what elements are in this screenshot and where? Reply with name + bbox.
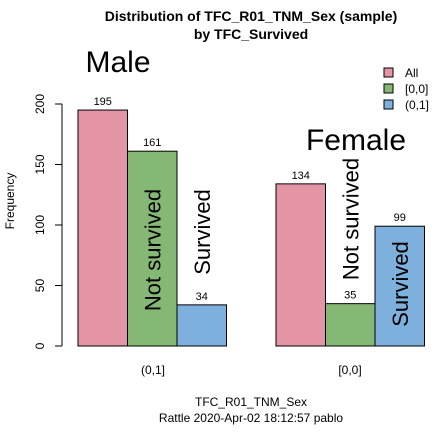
- y-tick-label: 0: [33, 342, 47, 349]
- bar: [325, 303, 376, 347]
- bar: [77, 109, 128, 347]
- bar-annotation: Survived: [388, 241, 413, 327]
- legend: All [0,0] (0,1]: [383, 66, 429, 112]
- legend-label: [0,0]: [405, 82, 428, 96]
- value-labels-group: 195 161 34 134 35 99: [94, 96, 406, 303]
- bar: [176, 304, 227, 347]
- legend-swatch: [383, 83, 394, 94]
- group-label-male: Male: [85, 46, 150, 79]
- y-axis: 0 50 100 150 200: [33, 94, 63, 349]
- bar-annotation: Not survived: [338, 158, 363, 280]
- x-tick-label: [0,0]: [338, 363, 361, 377]
- y-tick-label: 200: [33, 94, 47, 114]
- legend-swatch: [383, 67, 394, 78]
- y-axis-label: Frequency: [3, 173, 17, 230]
- x-axis-label: TFC_R01_TNM_Sex: [195, 395, 307, 409]
- group-label-female: Female: [306, 124, 406, 157]
- y-tick-label: 150: [33, 154, 47, 174]
- y-tick-label: 50: [33, 279, 47, 293]
- bar: [374, 225, 425, 347]
- bar: [275, 183, 326, 347]
- x-tick-labels: (0,1] [0,0]: [141, 363, 362, 377]
- legend-label: All: [405, 66, 418, 80]
- chart-subtitle: by TFC_Survived: [194, 26, 308, 42]
- bar-annotation: Not survived: [140, 189, 165, 311]
- bars-group: [77, 109, 425, 347]
- data-label: 34: [196, 291, 208, 303]
- x-tick-label: (0,1]: [141, 363, 165, 377]
- chart-title: Distribution of TFC_R01_TNM_Sex (sample): [105, 8, 398, 24]
- bar-annotation: Survived: [190, 189, 215, 275]
- legend-label: (0,1]: [405, 98, 429, 112]
- footer-text: Rattle 2020-Apr-02 18:12:57 pablo: [159, 411, 343, 425]
- data-label: 134: [292, 170, 310, 182]
- data-label: 161: [143, 137, 161, 149]
- bar: [127, 150, 178, 347]
- rotated-labels-group: Not survived Survived Not survived Survived: [140, 158, 413, 327]
- legend-swatch: [383, 99, 394, 110]
- data-label: 99: [394, 212, 406, 224]
- y-tick-label: 100: [33, 215, 47, 235]
- data-label: 195: [94, 96, 112, 108]
- data-label: 35: [344, 290, 356, 302]
